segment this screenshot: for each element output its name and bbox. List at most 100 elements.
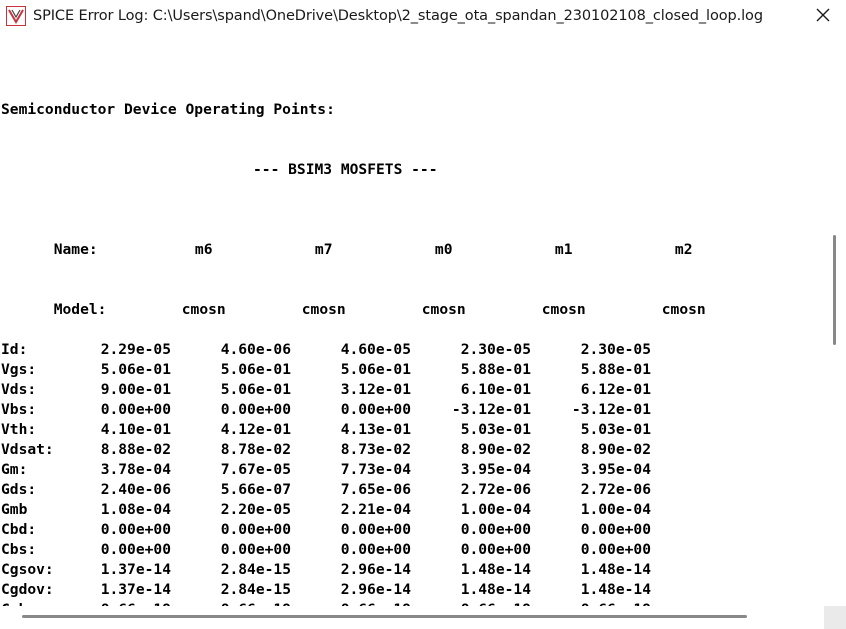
device-name: m0 bbox=[434, 241, 453, 258]
param-value: 2.96e-14 bbox=[340, 561, 411, 578]
param-row: Vdsat: 8.88e-02 8.78e-02 8.73e-02 8.90e-02 8.… bbox=[1, 440, 744, 460]
param-label: Vdsat: bbox=[1, 441, 54, 458]
device-name: m2 bbox=[674, 241, 693, 258]
param-value: 0.00e+00 bbox=[100, 521, 171, 538]
vertical-scroll-thumb[interactable] bbox=[833, 235, 836, 345]
param-value: 8.90e-02 bbox=[460, 441, 531, 458]
param-value: 2.21e-04 bbox=[340, 501, 411, 518]
param-value: 8.88e-02 bbox=[100, 441, 171, 458]
param-row: Vbs: 0.00e+00 0.00e+00 0.00e+00 -3.12e-01 -3.… bbox=[1, 400, 744, 420]
name-row: Name: m6 m7 m0 m1 m2 bbox=[1, 220, 744, 258]
window-title: SPICE Error Log: C:\Users\spand\OneDrive… bbox=[33, 8, 763, 24]
param-value: 0.00e+00 bbox=[340, 401, 411, 418]
horizontal-scroll-thumb[interactable] bbox=[22, 615, 747, 618]
param-value: 0.00e+00 bbox=[460, 521, 531, 538]
log-text: Semiconductor Device Operating Points: -… bbox=[1, 60, 744, 606]
param-value: 3.78e-04 bbox=[100, 461, 171, 478]
param-value: 5.03e-01 bbox=[580, 421, 651, 438]
param-value: 5.06e-01 bbox=[220, 361, 291, 378]
param-value: 2.72e-06 bbox=[460, 481, 531, 498]
param-row: Cbs: 0.00e+00 0.00e+00 0.00e+00 0.00e+00 0.00… bbox=[1, 540, 744, 560]
param-value: 2.30e-05 bbox=[460, 341, 531, 358]
horizontal-scrollbar[interactable] bbox=[0, 606, 824, 629]
vertical-scrollbar[interactable] bbox=[824, 33, 846, 613]
param-value: 2.72e-06 bbox=[580, 481, 651, 498]
param-value: 8.66e-19 bbox=[91, 600, 211, 606]
param-value: 0.00e+00 bbox=[580, 521, 651, 538]
param-value: 2.20e-05 bbox=[220, 501, 291, 518]
param-value: 8.66e-19 bbox=[211, 600, 331, 606]
param-value: 8.78e-02 bbox=[220, 441, 291, 458]
param-label: Cbd: bbox=[1, 521, 37, 538]
close-icon bbox=[816, 7, 830, 26]
param-row: Id: 2.29e-05 4.60e-06 4.60e-05 2.30e-05 2.30e… bbox=[1, 340, 744, 360]
param-value: 6.10e-01 bbox=[460, 381, 531, 398]
device-model: cmosn bbox=[181, 301, 226, 318]
param-value: 9.00e-01 bbox=[100, 381, 171, 398]
param-value: 2.96e-14 bbox=[340, 581, 411, 598]
param-value: 0.00e+00 bbox=[340, 541, 411, 558]
param-value: 5.06e-01 bbox=[340, 361, 411, 378]
param-value: 5.88e-01 bbox=[580, 361, 651, 378]
param-row: Vgs: 5.06e-01 5.06e-01 5.06e-01 5.88e-01 5.88… bbox=[1, 360, 744, 380]
param-row: Gm: 3.78e-04 7.67e-05 7.73e-04 3.95e-04 3.95e… bbox=[1, 460, 744, 480]
log-content[interactable]: Semiconductor Device Operating Points: -… bbox=[0, 40, 824, 606]
param-label: Cgbov: bbox=[1, 600, 91, 606]
param-label: Gm: bbox=[1, 461, 28, 478]
param-value: 1.08e-04 bbox=[100, 501, 171, 518]
scrollbar-corner bbox=[824, 606, 846, 629]
param-value: 4.60e-06 bbox=[220, 341, 291, 358]
device-model: cmosn bbox=[421, 301, 466, 318]
param-value: 8.66e-19 bbox=[451, 600, 571, 606]
device-model: cmosn bbox=[661, 301, 706, 318]
param-label: Vgs: bbox=[1, 361, 37, 378]
param-row: Cgbov:8.66e-198.66e-198.66e-198.66e-198.… bbox=[1, 600, 744, 606]
param-value: 3.12e-01 bbox=[340, 381, 411, 398]
title-bar: SPICE Error Log: C:\Users\spand\OneDrive… bbox=[0, 0, 846, 33]
param-value: 5.03e-01 bbox=[460, 421, 531, 438]
param-value: 0.00e+00 bbox=[220, 401, 291, 418]
param-label: Vds: bbox=[1, 381, 37, 398]
param-label: Cgsov: bbox=[1, 561, 54, 578]
param-value: 8.66e-19 bbox=[571, 600, 691, 606]
param-value: 2.29e-05 bbox=[100, 341, 171, 358]
param-value: 8.73e-02 bbox=[340, 441, 411, 458]
bsim3-heading: --- BSIM3 MOSFETS --- bbox=[253, 161, 438, 178]
param-row: Vth: 4.10e-01 4.12e-01 4.13e-01 5.03e-01 5.03… bbox=[1, 420, 744, 440]
param-value: 3.95e-04 bbox=[580, 461, 651, 478]
param-value: 1.48e-14 bbox=[460, 561, 531, 578]
device-name: m7 bbox=[314, 241, 333, 258]
log-heading: Semiconductor Device Operating Points: bbox=[1, 101, 335, 118]
param-value: 0.00e+00 bbox=[340, 521, 411, 538]
param-value: 4.10e-01 bbox=[100, 421, 171, 438]
param-label: Gmb bbox=[1, 501, 28, 518]
param-label: Gds: bbox=[1, 481, 37, 498]
param-value: 6.12e-01 bbox=[580, 381, 651, 398]
param-label: Vth: bbox=[1, 421, 37, 438]
param-value: 1.48e-14 bbox=[580, 581, 651, 598]
param-value: 5.06e-01 bbox=[220, 381, 291, 398]
param-value: 3.95e-04 bbox=[460, 461, 531, 478]
spice-app-icon bbox=[6, 6, 26, 26]
param-value: 2.40e-06 bbox=[100, 481, 171, 498]
param-value: 2.30e-05 bbox=[580, 341, 651, 358]
param-value: 5.88e-01 bbox=[460, 361, 531, 378]
param-value: 7.67e-05 bbox=[220, 461, 291, 478]
param-value: 0.00e+00 bbox=[220, 541, 291, 558]
param-value: 2.84e-15 bbox=[220, 561, 291, 578]
param-label: Cgdov: bbox=[1, 581, 54, 598]
param-value: 4.12e-01 bbox=[220, 421, 291, 438]
param-value: 0.00e+00 bbox=[100, 401, 171, 418]
param-value: 4.13e-01 bbox=[340, 421, 411, 438]
param-value: -3.12e-01 bbox=[571, 401, 651, 418]
param-value: 0.00e+00 bbox=[460, 541, 531, 558]
param-value: 7.73e-04 bbox=[340, 461, 411, 478]
param-value: 5.66e-07 bbox=[220, 481, 291, 498]
param-label: Cbs: bbox=[1, 541, 37, 558]
close-button[interactable] bbox=[800, 0, 846, 33]
param-value: 1.00e-04 bbox=[580, 501, 651, 518]
param-label: Id: bbox=[1, 341, 28, 358]
param-value: 1.00e-04 bbox=[460, 501, 531, 518]
device-name: m6 bbox=[194, 241, 213, 258]
param-row: Cbd: 0.00e+00 0.00e+00 0.00e+00 0.00e+00 0.00… bbox=[1, 520, 744, 540]
